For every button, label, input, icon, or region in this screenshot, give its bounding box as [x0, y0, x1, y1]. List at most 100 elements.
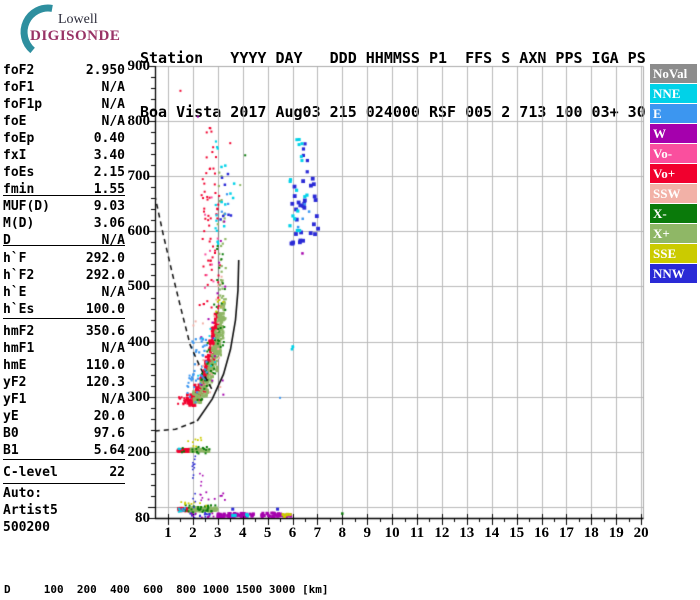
param-label: hmF2 [3, 324, 35, 339]
logo-text-lowell: Lowell [58, 12, 98, 27]
footer-line-distance: D 100 200 400 600 800 1000 1500 3000 [km… [4, 583, 329, 596]
param-label: foF2 [3, 63, 35, 78]
param-row-yE: yE 20.0 [3, 408, 125, 425]
param-row-hEs: h`Es 100.0 [3, 301, 125, 318]
param-label: h`F [3, 251, 27, 266]
y-tick-label-800: 800 [127, 113, 151, 130]
param-group-1: MUF(D) 9.03 M(D) 3.06 D N/A [3, 195, 125, 249]
param-value: 2.15 [93, 165, 125, 180]
x-tick-label-11: 11 [409, 525, 425, 541]
param-row-hF2: h`F2 292.0 [3, 267, 125, 284]
param-value: 3.06 [93, 216, 125, 231]
param-row-foEp: foEp 0.40 [3, 130, 125, 147]
x-tick-label-17: 17 [558, 525, 574, 541]
param-row-foE: foE N/A [3, 113, 125, 130]
param-row-B0: B0 97.6 [3, 425, 125, 442]
param-row-MD: M(D) 3.06 [3, 215, 125, 232]
param-label: B0 [3, 426, 19, 441]
param-row-Auto: Auto: [3, 485, 125, 502]
logo-arc-icon [20, 4, 53, 54]
parameter-panel: foF2 2.950 foF1 N/A foF1p N/A foE N/A foEp 0.40 fx… [3, 58, 125, 543]
legend-item-NNW: NNW [650, 264, 697, 283]
param-label: C-level [3, 465, 58, 480]
x-tick-label-3: 3 [214, 525, 222, 541]
param-group-5: Auto: Artist5 500200 [3, 485, 125, 536]
y-tick-label-200: 200 [127, 443, 151, 460]
param-label: yF2 [3, 375, 27, 390]
param-label: M(D) [3, 216, 35, 231]
x-tick-label-5: 5 [263, 525, 272, 541]
param-value: 292.0 [85, 268, 125, 283]
param-row-D: D N/A [3, 232, 125, 249]
param-value: 5.64 [93, 443, 125, 458]
x-tick-label-20: 20 [633, 525, 649, 541]
param-label: h`Es [3, 302, 35, 317]
y-tick-label-80: 80 [135, 509, 150, 526]
y-tick-label-600: 600 [127, 223, 151, 240]
param-row-500200: 500200 [3, 519, 125, 536]
param-label: B1 [3, 443, 19, 458]
param-label: foEs [3, 165, 35, 180]
param-group-4: C-level 22 [3, 459, 125, 484]
param-group-2: h`F 292.0 h`F2 292.0 h`E N/A h`Es 100.0 [3, 245, 125, 318]
y-tick-label-300: 300 [127, 388, 151, 405]
param-value: 110.0 [85, 358, 125, 373]
x-tick-label-4: 4 [238, 525, 247, 541]
param-value: 3.40 [93, 148, 125, 163]
x-tick-label-1: 1 [164, 525, 172, 541]
legend-item-W: W [650, 124, 697, 143]
param-label: hmE [3, 358, 27, 373]
legend-item-Vo+: Vo+ [650, 164, 697, 183]
param-label: Auto: [3, 486, 43, 501]
legend-item-NoVal: NoVal [650, 64, 697, 83]
x-tick-label-10: 10 [384, 525, 400, 541]
x-tick-label-6: 6 [288, 525, 297, 541]
legend-item-E: E [650, 104, 697, 123]
y-tick-label-900: 900 [127, 58, 151, 74]
param-label: foEp [3, 131, 35, 146]
x-tick-label-16: 16 [534, 525, 549, 541]
param-label: Artist5 [3, 503, 58, 518]
param-row-Artist5: Artist5 [3, 502, 125, 519]
legend-item-X-: X- [650, 204, 697, 223]
legend-item-NNE: NNE [650, 84, 697, 103]
param-group-0: foF2 2.950 foF1 N/A foF1p N/A foE N/A foEp 0.40 fx… [3, 62, 125, 198]
x-tick-label-19: 19 [608, 525, 624, 541]
param-label: foE [3, 114, 27, 129]
param-group-3: hmF2 350.6 hmF1 N/A hmE 110.0 yF2 120.3 yF1 N/A yE… [3, 318, 125, 459]
param-row-foEs: foEs 2.15 [3, 164, 125, 181]
param-row-B1: B1 5.64 [3, 442, 125, 459]
param-label: yF1 [3, 392, 27, 407]
param-value: 0.40 [93, 131, 125, 146]
x-tick-label-14: 14 [484, 525, 500, 541]
param-row-hmF2: hmF2 350.6 [3, 323, 125, 340]
y-tick-label-500: 500 [127, 278, 151, 295]
x-tick-label-12: 12 [434, 525, 450, 541]
param-row-fmin: fmin 1.55 [3, 181, 125, 198]
param-value: 22 [109, 465, 125, 480]
param-row-hE: h`E N/A [3, 284, 125, 301]
param-value: N/A [101, 341, 125, 356]
ionogram-plot-canvas [130, 58, 660, 530]
param-value: 350.6 [85, 324, 125, 339]
param-value: N/A [101, 97, 125, 112]
param-value: 292.0 [85, 251, 125, 266]
param-row-foF1: foF1 N/A [3, 79, 125, 96]
param-label: hmF1 [3, 341, 35, 356]
x-tick-label-13: 13 [459, 525, 475, 541]
param-row-yF1: yF1 N/A [3, 391, 125, 408]
x-tick-label-18: 18 [583, 525, 599, 541]
y-tick-label-700: 700 [127, 168, 151, 185]
param-row-foF1p: foF1p N/A [3, 96, 125, 113]
param-label: foF1p [3, 97, 43, 112]
param-value: N/A [101, 80, 125, 95]
param-label: h`E [3, 285, 27, 300]
param-value: 2.950 [85, 63, 125, 78]
param-label: h`F2 [3, 268, 35, 283]
param-row-fxI: fxI 3.40 [3, 147, 125, 164]
logo-text-digisonde: DIGISONDE [30, 28, 121, 44]
footer-block: D 100 200 400 600 800 1000 1500 3000 [km… [4, 555, 666, 600]
legend-item-Vo-: Vo- [650, 144, 697, 163]
param-value: N/A [101, 114, 125, 129]
